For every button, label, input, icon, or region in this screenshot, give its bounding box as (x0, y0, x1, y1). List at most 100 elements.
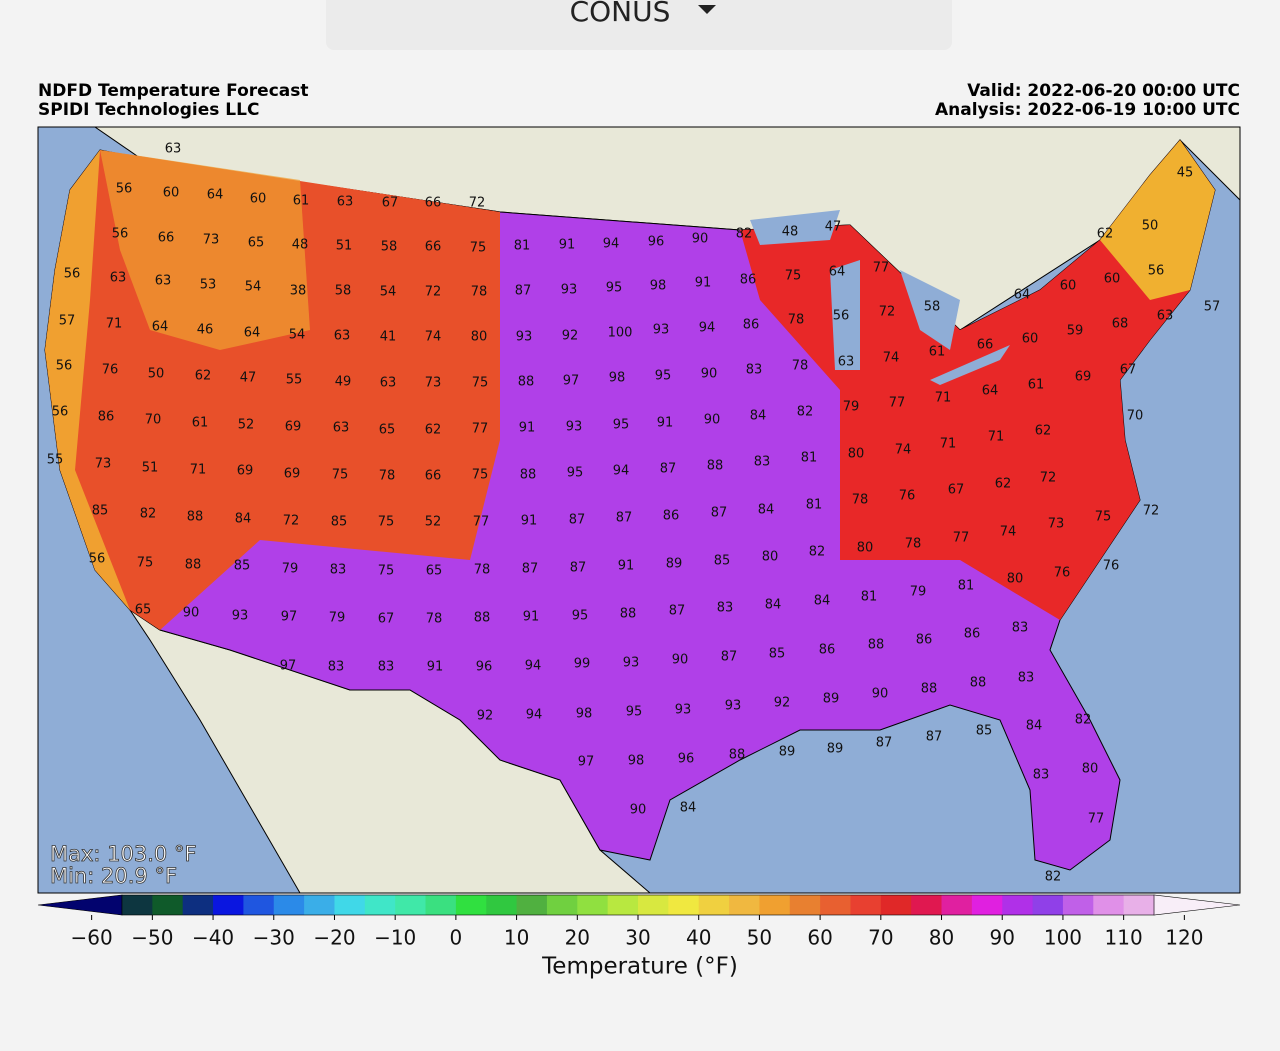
colorbar-box (122, 895, 153, 915)
station-value: 79 (282, 562, 299, 577)
station-value: 88 (868, 638, 885, 653)
station-value: 60 (163, 186, 180, 201)
station-value: 51 (142, 461, 159, 476)
station-value: 89 (823, 692, 840, 707)
station-value: 72 (283, 514, 300, 529)
station-value: 83 (1012, 621, 1029, 636)
station-value: 71 (106, 317, 123, 332)
station-value: 88 (620, 607, 637, 622)
station-value: 97 (563, 374, 580, 389)
lake-huron (900, 270, 960, 350)
station-value: 86 (98, 410, 115, 425)
station-value: 88 (185, 558, 202, 573)
station-value: 86 (964, 627, 981, 642)
station-value: 66 (425, 240, 442, 255)
colorbar-box (971, 895, 1003, 915)
station-value: 77 (953, 531, 970, 546)
station-value: 67 (1120, 363, 1137, 378)
station-value: 56 (64, 267, 81, 282)
station-value: 77 (873, 261, 890, 276)
station-value: 87 (570, 561, 587, 576)
colorbar-tick-label: 20 (565, 926, 590, 950)
station-value: 93 (566, 420, 583, 435)
station-value: 93 (561, 283, 578, 298)
station-value: 71 (988, 430, 1005, 445)
dropdown[interactable] (326, 0, 952, 50)
colorbar-tick-label: 80 (929, 926, 954, 950)
station-value: 60 (250, 192, 267, 207)
station-value: 66 (977, 338, 994, 353)
station-value: 97 (578, 755, 595, 770)
station-value: 73 (1048, 517, 1065, 532)
station-value: 77 (472, 422, 489, 437)
colorbar-box (729, 895, 760, 915)
station-value: 98 (609, 371, 626, 386)
colorbar-box (668, 895, 700, 915)
station-value: 63 (155, 274, 172, 289)
colorbar-box (759, 895, 791, 915)
station-value: 97 (281, 610, 298, 625)
station-value: 69 (284, 467, 301, 482)
station-value: 87 (669, 604, 686, 619)
station-value: 64 (1014, 288, 1031, 303)
station-value: 75 (470, 241, 487, 256)
station-value: 62 (1035, 424, 1052, 439)
station-value: 86 (663, 509, 680, 524)
station-value: 73 (203, 233, 220, 248)
station-value: 65 (248, 236, 265, 251)
station-value: 60 (1022, 332, 1039, 347)
station-value: 49 (335, 375, 352, 390)
station-value: 64 (982, 384, 999, 399)
station-value: 57 (1204, 300, 1221, 315)
dropdown-caret[interactable] (698, 5, 716, 14)
station-value: 74 (895, 443, 912, 458)
station-value: 63 (333, 421, 350, 436)
colorbar-box (334, 895, 366, 915)
colorbar-box (911, 895, 943, 915)
station-value: 56 (89, 552, 106, 567)
station-value: 87 (616, 511, 633, 526)
dropdown-label[interactable]: CONUS (570, 0, 671, 28)
station-value: 93 (675, 703, 692, 718)
station-value: 90 (672, 653, 689, 668)
station-value: 78 (788, 313, 805, 328)
analysis-time: Analysis: 2022-06-19 10:00 UTC (935, 100, 1240, 120)
station-value: 60 (1104, 272, 1121, 287)
station-value: 82 (140, 507, 157, 522)
station-value: 87 (711, 506, 728, 521)
colorbar-tick-label: 100 (1044, 926, 1082, 950)
station-value: 69 (1075, 370, 1092, 385)
station-value: 50 (148, 367, 165, 382)
station-value: 51 (336, 239, 353, 254)
station-value: 73 (95, 457, 112, 472)
station-value: 74 (883, 351, 900, 366)
station-value: 99 (574, 657, 591, 672)
colorbar-tick-label: −50 (131, 926, 173, 950)
colorbar-box (820, 895, 851, 915)
station-value: 62 (995, 477, 1012, 492)
station-value: 94 (603, 237, 620, 252)
station-value: 67 (378, 612, 395, 627)
colorbar-box (516, 895, 548, 915)
station-value: 48 (782, 225, 799, 240)
station-value: 94 (699, 321, 716, 336)
station-value: 56 (116, 182, 133, 197)
station-value: 93 (516, 330, 533, 345)
station-value: 76 (1103, 559, 1120, 574)
colorbar-box (850, 895, 882, 915)
station-value: 90 (183, 606, 200, 621)
station-value: 81 (861, 590, 878, 605)
station-value: 64 (207, 188, 224, 203)
colorbar-tick-label: 0 (450, 926, 463, 950)
station-value: 87 (926, 730, 943, 745)
station-value: 81 (801, 451, 818, 466)
colorbar-tick-label: 90 (990, 926, 1015, 950)
station-value: 63 (380, 376, 397, 391)
colorbar-box (486, 895, 518, 915)
station-value: 78 (474, 563, 491, 578)
colorbar-tick-label: −40 (192, 926, 234, 950)
station-value: 62 (1097, 227, 1114, 242)
station-value: 84 (758, 503, 775, 518)
station-value: 55 (286, 373, 303, 388)
